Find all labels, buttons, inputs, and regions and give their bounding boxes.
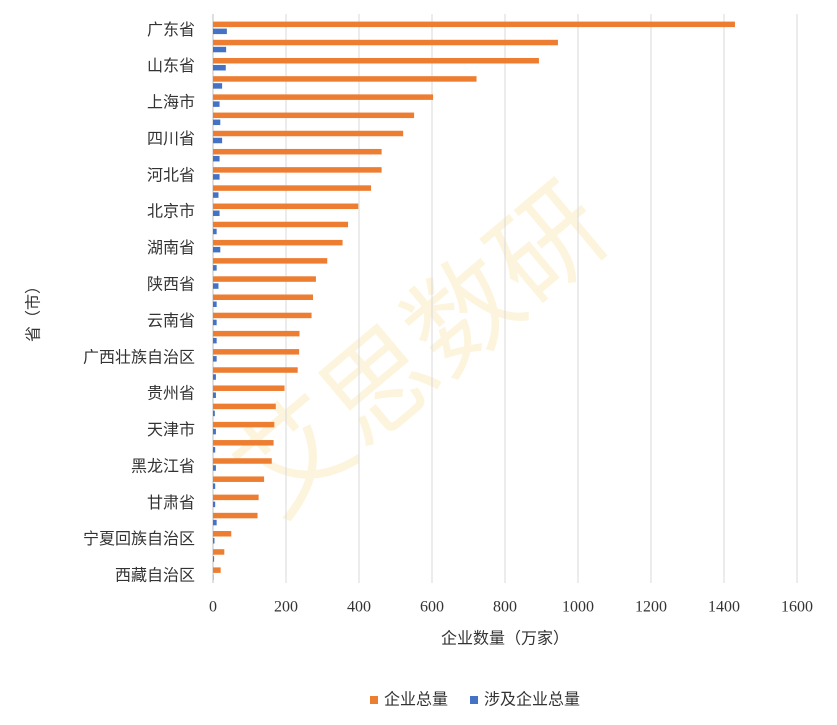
bar xyxy=(213,458,272,464)
bar xyxy=(213,211,220,217)
bar xyxy=(213,204,358,210)
legend-swatch xyxy=(370,696,378,704)
bar xyxy=(213,429,216,435)
bar xyxy=(213,476,264,482)
bar xyxy=(213,411,215,417)
bar xyxy=(213,495,259,501)
bar xyxy=(213,47,226,53)
bar xyxy=(213,283,218,289)
bar xyxy=(213,185,371,191)
bar xyxy=(213,247,220,253)
bar xyxy=(213,76,477,82)
y-tick-label: 黑龙江省 xyxy=(131,457,195,475)
bar xyxy=(213,65,226,71)
y-tick-label: 天津市 xyxy=(147,421,195,439)
legend-label: 涉及企业总量 xyxy=(484,691,580,709)
y-tick-label: 山东省 xyxy=(147,57,195,75)
bar xyxy=(213,483,215,489)
bar xyxy=(213,367,298,373)
x-tick-label: 1200 xyxy=(635,599,667,616)
bar xyxy=(213,156,220,162)
y-tick-label: 河北省 xyxy=(147,166,195,184)
bar xyxy=(213,531,231,537)
bar xyxy=(213,313,312,319)
bar xyxy=(213,94,433,100)
bar xyxy=(213,404,276,410)
bar xyxy=(213,338,217,344)
bar xyxy=(213,276,316,282)
y-tick-label: 广东省 xyxy=(147,21,195,39)
bar xyxy=(213,422,274,428)
bar xyxy=(213,349,299,355)
bar xyxy=(213,385,285,391)
x-tick-label: 600 xyxy=(420,599,444,616)
bar xyxy=(213,356,217,362)
bar xyxy=(213,222,348,228)
bar xyxy=(213,331,300,337)
bar xyxy=(213,258,327,264)
legend-label: 企业总量 xyxy=(384,691,448,709)
bar xyxy=(213,240,343,246)
bar xyxy=(213,174,220,180)
bar xyxy=(213,192,218,198)
x-tick-label: 1600 xyxy=(781,599,813,616)
bar xyxy=(213,374,216,380)
bar xyxy=(213,113,414,119)
bar xyxy=(213,447,215,453)
y-tick-label: 贵州省 xyxy=(147,385,195,403)
bar xyxy=(213,29,227,34)
bar xyxy=(213,320,217,326)
bar xyxy=(213,131,403,137)
bar xyxy=(213,58,539,64)
bar xyxy=(213,265,217,271)
bar xyxy=(213,83,222,89)
bar xyxy=(213,40,558,46)
y-tick-label: 甘肃省 xyxy=(147,494,195,512)
bar xyxy=(213,101,220,107)
bar xyxy=(213,392,216,398)
bar xyxy=(213,538,214,544)
y-tick-label: 广西壮族自治区 xyxy=(83,348,195,366)
y-tick-label: 上海市 xyxy=(147,94,195,112)
x-tick-label: 400 xyxy=(347,599,371,616)
y-tick-label: 北京市 xyxy=(147,203,195,221)
bar xyxy=(213,302,217,308)
y-tick-label: 湖南省 xyxy=(147,239,195,257)
bar xyxy=(213,465,216,471)
bar xyxy=(213,502,215,508)
bar xyxy=(213,138,222,144)
bar xyxy=(213,513,258,519)
x-tick-label: 200 xyxy=(274,599,298,616)
x-tick-label: 1000 xyxy=(562,599,594,616)
bar xyxy=(213,556,214,562)
bar xyxy=(213,567,221,573)
x-tick-label: 0 xyxy=(209,599,217,616)
x-axis-label: 企业数量（万家） xyxy=(441,630,569,648)
y-axis-label: 省（市） xyxy=(25,278,43,342)
y-tick-label: 陕西省 xyxy=(147,275,195,293)
bar xyxy=(213,549,224,555)
legend-swatch xyxy=(470,696,478,704)
bar xyxy=(213,295,313,301)
bar xyxy=(213,149,382,155)
bar xyxy=(213,167,382,173)
x-tick-label: 800 xyxy=(493,599,517,616)
bar xyxy=(213,520,217,526)
y-tick-label: 四川省 xyxy=(147,130,195,148)
y-tick-label: 宁夏回族自治区 xyxy=(83,530,195,548)
bar xyxy=(213,229,217,235)
bar xyxy=(213,120,220,126)
bar xyxy=(213,22,735,28)
y-tick-label: 西藏自治区 xyxy=(115,567,195,585)
x-tick-label: 1400 xyxy=(708,599,740,616)
y-tick-label: 云南省 xyxy=(147,312,195,330)
bar xyxy=(213,440,274,446)
